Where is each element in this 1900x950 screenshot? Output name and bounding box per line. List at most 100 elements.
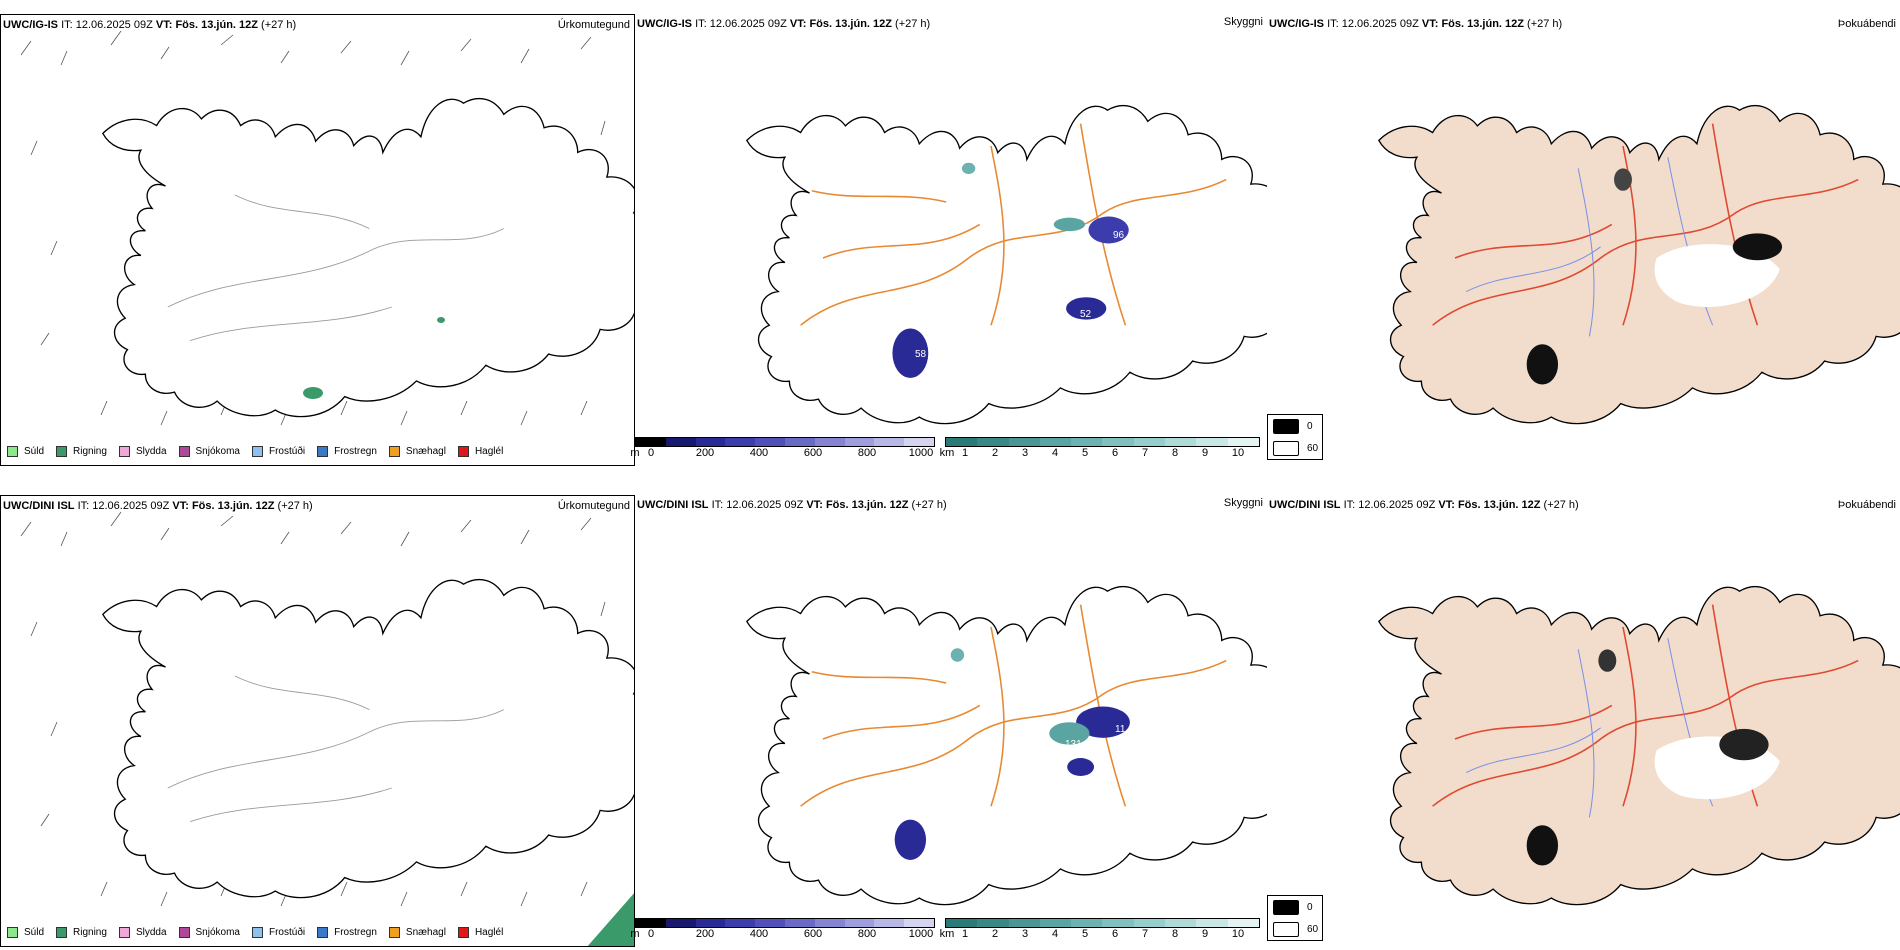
colorbar-tick: 1000	[908, 447, 934, 459]
cloud-value-labels: 58 48 52 96	[913, 230, 1125, 389]
panel-header: UWC/DINI ISL IT: 12.06.2025 09Z VT: Fös.…	[1269, 499, 1579, 511]
colorbar-swatches	[945, 918, 1260, 928]
colorbar-tick: 9	[1201, 447, 1209, 459]
precip-legend: Súld Rigning Slydda Snjókoma Frostúði Fr…	[7, 446, 503, 457]
colorbar-tick: 3	[1021, 447, 1029, 459]
panel-title: Úrkomutegund	[557, 500, 630, 512]
legend-item: Rigning	[56, 446, 107, 457]
colorbar-swatches	[635, 437, 935, 447]
colorbar-unit: km	[939, 447, 955, 459]
fog-map-top	[1378, 104, 1900, 425]
legend-swatch	[178, 927, 190, 938]
legend-item: Snæhagl	[388, 446, 446, 457]
legend-swatch	[317, 927, 329, 938]
colorbar-tick: 5	[1081, 447, 1089, 459]
colorbar-tick: 7	[1141, 928, 1149, 940]
cloud-value-label: 62	[1085, 739, 1097, 750]
colorbar-tick: 8	[1171, 928, 1179, 940]
precip-map-top	[20, 30, 634, 426]
fog-panel-top: UWC/IG-IS IT: 12.06.2025 09Z VT: Fös. 13…	[1267, 14, 1900, 466]
precip-legend: Súld Rigning Slydda Snjókoma Frostúði Fr…	[7, 927, 503, 938]
legend-swatch	[7, 927, 18, 938]
cloud-value-label: 31	[1087, 777, 1099, 788]
legend-item: Frostregn	[317, 927, 377, 938]
legend-item: Frostúði	[251, 446, 305, 457]
fog-map-bottom	[1378, 585, 1900, 906]
precip-map-bottom	[20, 511, 634, 946]
legend-item: Slydda	[118, 927, 167, 938]
panel-title: Þokuábendi	[1837, 499, 1896, 511]
cloud-panel-top: 58 48 52 96 UWC/IG-IS IT: 12.06.2025 09Z…	[635, 14, 1267, 466]
precip-panel-bottom: UWC/DINI ISL IT: 12.06.2025 09Z VT: Fös.…	[0, 495, 635, 947]
colorbar-tick: 1000	[908, 928, 934, 940]
colorbar-unit: km	[939, 928, 955, 940]
cloud-base-colorbar-bottom: m 0 200 400 600 800 1000	[630, 918, 935, 940]
precip-panel-top: UWC/IG-IS IT: 12.06.2025 09Z VT: Fös. 13…	[0, 14, 635, 466]
colorbar-tick: 4	[1051, 447, 1059, 459]
colorbar-tick: 6	[1111, 928, 1119, 940]
colorbar-swatches	[945, 437, 1260, 447]
cloud-value-label: 11	[1115, 724, 1126, 735]
cloud-value-label: 52	[1080, 309, 1092, 320]
colorbar-swatches	[635, 918, 935, 928]
colorbar-tick: 400	[749, 447, 769, 459]
fog-legend-box	[1273, 441, 1299, 456]
colorbar-tick: 600	[803, 928, 823, 940]
cloud-map-bottom: 58 31 131 62 11	[746, 585, 1267, 906]
legend-swatch	[251, 446, 263, 457]
fog-panel-bottom: UWC/DINI ISL IT: 12.06.2025 09Z VT: Fös.…	[1267, 495, 1900, 947]
colorbar-unit: m	[630, 928, 640, 940]
fog-legend-row: 60	[1273, 922, 1318, 937]
wind-barbs	[20, 30, 616, 426]
cloud-value-labels: 58 31 131 62 11	[913, 724, 1126, 873]
panel-title: Úrkomutegund	[557, 19, 630, 31]
colorbar-tick: 200	[695, 447, 715, 459]
panel-header: UWC/DINI ISL IT: 12.06.2025 09Z VT: Fös.…	[3, 500, 313, 512]
panel-title: Skyggni	[1223, 16, 1263, 28]
legend-swatch	[251, 927, 263, 938]
rain-patches	[303, 317, 445, 399]
legend-item: Haglél	[457, 446, 503, 457]
cloud-value-label: 131	[1065, 739, 1082, 750]
colorbar-tick: 5	[1081, 928, 1089, 940]
legend-item: Rigning	[56, 927, 107, 938]
legend-item: Frostregn	[317, 446, 377, 457]
colorbar-tick: 4	[1051, 928, 1059, 940]
legend-swatch	[388, 446, 400, 457]
cloud-value-label: 48	[913, 378, 925, 389]
colorbar-tick: 9	[1201, 928, 1209, 940]
legend-item: Slydda	[118, 446, 167, 457]
legend-item: Haglél	[457, 927, 503, 938]
fog-legend-row: 0	[1273, 900, 1313, 915]
panel-header: UWC/DINI ISL IT: 12.06.2025 09Z VT: Fös.…	[637, 499, 947, 511]
colorbar-tick: 800	[857, 928, 877, 940]
colorbar-tick: 10	[1231, 928, 1245, 940]
legend-swatch	[317, 446, 329, 457]
colorbar-tick: 7	[1141, 447, 1149, 459]
legend-swatch	[56, 927, 68, 938]
panel-title: Þokuábendi	[1837, 18, 1896, 30]
fog-legend-bottom: 0 60	[1267, 895, 1323, 941]
colorbar-tick: 3	[1021, 928, 1029, 940]
colorbar-tick: 6	[1111, 447, 1119, 459]
cloud-base-colorbar-top: m 0 200 400 600 800 1000	[630, 437, 935, 459]
cloud-value-label: 96	[1113, 230, 1125, 241]
legend-item: Súld	[7, 446, 44, 457]
panel-header: UWC/IG-IS IT: 12.06.2025 09Z VT: Fös. 13…	[637, 18, 931, 30]
legend-item: Súld	[7, 927, 44, 938]
colorbar-tick: 600	[803, 447, 823, 459]
legend-swatch	[7, 446, 18, 457]
wind-barbs	[20, 511, 616, 907]
colorbar-tick: 10	[1231, 447, 1245, 459]
legend-swatch	[457, 927, 469, 938]
visibility-colorbar-top: km 1 2 3 4 5 6 7 8 9 10	[940, 437, 1260, 459]
legend-swatch	[178, 446, 190, 457]
panel-title: Skyggni	[1223, 497, 1263, 509]
fog-legend-box	[1273, 419, 1299, 434]
cloud-panel-bottom: 58 31 131 62 11 UWC/DINI ISL IT: 12.06.2…	[635, 495, 1267, 947]
colorbar-tick: 8	[1171, 447, 1179, 459]
fog-legend-row: 60	[1273, 441, 1318, 456]
legend-item: Frostúði	[251, 927, 305, 938]
panel-header: UWC/IG-IS IT: 12.06.2025 09Z VT: Fös. 13…	[3, 19, 297, 31]
legend-swatch	[388, 927, 400, 938]
